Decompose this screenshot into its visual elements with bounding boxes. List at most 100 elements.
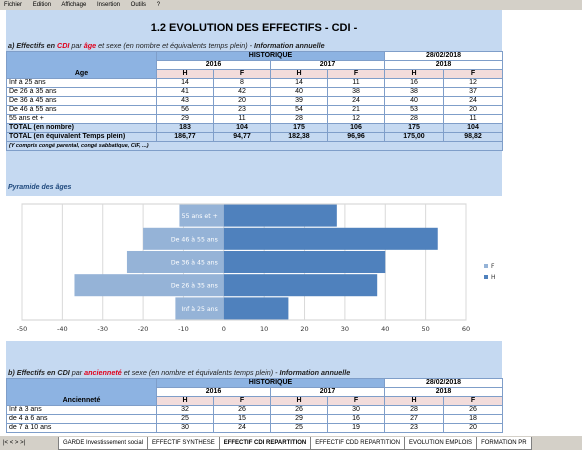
- cell[interactable]: 30: [327, 405, 385, 415]
- cell[interactable]: 24: [442, 96, 504, 106]
- cell[interactable]: 28: [384, 405, 444, 415]
- cell[interactable]: 21: [327, 105, 385, 115]
- pyramid-chart[interactable]: -50 -40 -30 -20 -10 0 10 20 30 40 50 60 Inf à 25 ans…: [6, 196, 502, 341]
- date-header[interactable]: 28/02/2018: [383, 378, 504, 388]
- row-label[interactable]: De 26 à 35 ans: [6, 87, 157, 97]
- total-label[interactable]: TOTAL (en nombre): [6, 123, 157, 133]
- year-2018[interactable]: 2018: [383, 387, 504, 397]
- historique-header[interactable]: HISTORIQUE: [156, 378, 385, 388]
- tab-evolution-emplois[interactable]: EVOLUTION EMPLOIS: [404, 437, 478, 450]
- row-label[interactable]: Inf à 3 ans: [6, 405, 157, 415]
- cell[interactable]: 41: [156, 87, 214, 97]
- cell[interactable]: 28: [384, 114, 444, 124]
- date-header[interactable]: 28/02/2018: [383, 51, 504, 61]
- row-label[interactable]: Inf à 25 ans: [6, 78, 157, 88]
- cell[interactable]: 26: [270, 405, 328, 415]
- cell[interactable]: 14: [156, 78, 214, 88]
- cell[interactable]: 27: [384, 414, 444, 424]
- cell[interactable]: 20: [442, 423, 504, 433]
- f-header[interactable]: F: [327, 69, 385, 79]
- cell[interactable]: 24: [213, 423, 271, 433]
- cell[interactable]: 106: [327, 123, 385, 133]
- cell[interactable]: 94,77: [213, 132, 271, 142]
- cell[interactable]: 8: [213, 78, 271, 88]
- cell[interactable]: 11: [327, 78, 385, 88]
- note-text[interactable]: (Y compris congé parental, congé sabbati…: [5, 141, 504, 151]
- tab-formation[interactable]: FORMATION PR: [476, 437, 532, 450]
- h-header[interactable]: H: [384, 396, 444, 406]
- h-header[interactable]: H: [156, 69, 214, 79]
- cell[interactable]: 183: [156, 123, 214, 133]
- historique-header[interactable]: HISTORIQUE: [156, 51, 385, 61]
- f-header[interactable]: F: [213, 69, 271, 79]
- cell[interactable]: 186,77: [156, 132, 214, 142]
- cell[interactable]: 29: [156, 114, 214, 124]
- f-header[interactable]: F: [213, 396, 271, 406]
- row-label[interactable]: 55 ans et +: [6, 114, 157, 124]
- cell[interactable]: 12: [442, 78, 504, 88]
- cell[interactable]: 26: [442, 405, 504, 415]
- cell[interactable]: 54: [270, 105, 328, 115]
- cell[interactable]: 25: [270, 423, 328, 433]
- f-header[interactable]: F: [327, 396, 385, 406]
- cell[interactable]: 15: [213, 414, 271, 424]
- tab-effectif-cdi-repartition[interactable]: EFFECTIF CDI REPARTITION: [218, 437, 312, 450]
- cell[interactable]: 24: [327, 96, 385, 106]
- row-label[interactable]: De 46 à 55 ans: [6, 105, 157, 115]
- cell[interactable]: 38: [327, 87, 385, 97]
- tab-garde[interactable]: GARDE Investissement social: [58, 437, 149, 450]
- cell[interactable]: 42: [213, 87, 271, 97]
- cell[interactable]: 38: [384, 87, 444, 97]
- cell[interactable]: 23: [384, 423, 444, 433]
- cell[interactable]: 25: [156, 414, 214, 424]
- tab-effectif-cdd-repartition[interactable]: EFFECTIF CDD REPARTITION: [310, 437, 406, 450]
- menu-insert[interactable]: Insertion: [96, 2, 120, 8]
- cell[interactable]: 175: [384, 123, 444, 133]
- h-header[interactable]: H: [270, 69, 328, 79]
- menu-file[interactable]: Fichier: [4, 2, 23, 8]
- row-label[interactable]: De 36 à 45 ans: [6, 96, 157, 106]
- cell[interactable]: 98,82: [442, 132, 504, 142]
- cell[interactable]: 30: [156, 423, 214, 433]
- cell[interactable]: 40: [384, 96, 444, 106]
- h-header[interactable]: H: [156, 396, 214, 406]
- cell[interactable]: 16: [327, 414, 385, 424]
- cell[interactable]: 182,38: [270, 132, 328, 142]
- cell[interactable]: 26: [213, 405, 271, 415]
- spreadsheet-area[interactable]: 1.2 EVOLUTION DES EFFECTIFS - CDI - a) E…: [0, 10, 582, 436]
- seniority-col-header[interactable]: Ancienneté: [6, 378, 157, 406]
- cell[interactable]: 43: [156, 96, 214, 106]
- cell[interactable]: 11: [213, 114, 271, 124]
- year-2018[interactable]: 2018: [383, 60, 504, 70]
- cell[interactable]: 40: [270, 87, 328, 97]
- cell[interactable]: 37: [442, 87, 504, 97]
- cell[interactable]: 20: [213, 96, 271, 106]
- year-2016[interactable]: 2016: [156, 60, 271, 70]
- cell[interactable]: 175,00: [384, 132, 444, 142]
- cell[interactable]: 12: [327, 114, 385, 124]
- tab-effectif-synthese[interactable]: EFFECTIF SYNTHESE: [147, 437, 220, 450]
- cell[interactable]: 11: [442, 114, 504, 124]
- cell[interactable]: 56: [156, 105, 214, 115]
- age-col-header[interactable]: Age: [6, 51, 157, 79]
- cell[interactable]: 14: [270, 78, 328, 88]
- cell[interactable]: 29: [270, 414, 328, 424]
- row-label[interactable]: de 7 à 10 ans: [6, 423, 157, 433]
- menu-view[interactable]: Affichage: [61, 2, 87, 8]
- cell[interactable]: 16: [384, 78, 444, 88]
- f-header[interactable]: F: [442, 396, 504, 406]
- cell[interactable]: 32: [156, 405, 214, 415]
- cell[interactable]: 23: [213, 105, 271, 115]
- menu-help[interactable]: ?: [156, 2, 161, 8]
- total-label[interactable]: TOTAL (en équivalent Temps plein): [6, 132, 157, 142]
- cell[interactable]: 53: [384, 105, 444, 115]
- cell[interactable]: 39: [270, 96, 328, 106]
- h-header[interactable]: H: [384, 69, 444, 79]
- menu-tools[interactable]: Outils: [130, 2, 147, 8]
- year-2016[interactable]: 2016: [156, 387, 271, 397]
- cell[interactable]: 20: [442, 105, 504, 115]
- tab-scroll-buttons[interactable]: |< < > >|: [3, 440, 26, 446]
- cell[interactable]: 175: [270, 123, 328, 133]
- h-header[interactable]: H: [270, 396, 328, 406]
- cell[interactable]: 104: [213, 123, 271, 133]
